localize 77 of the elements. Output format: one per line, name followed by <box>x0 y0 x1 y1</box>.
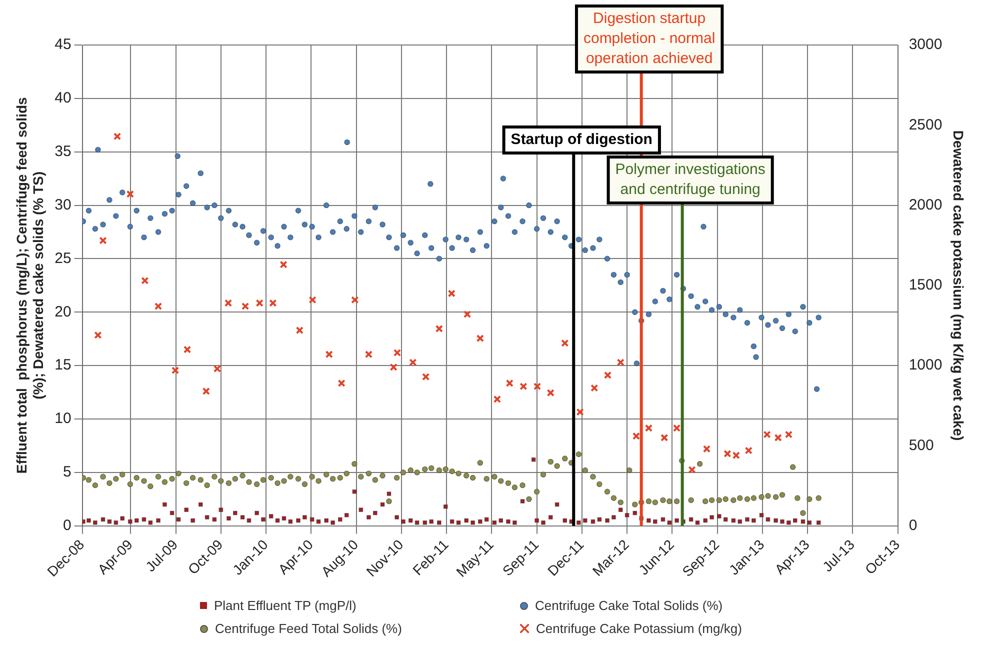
point <box>660 434 668 442</box>
point <box>520 382 528 390</box>
point <box>99 236 107 244</box>
y2-tick-label: 1000 <box>908 356 942 374</box>
y-axis-title: Effluent total phosphorus (mg/L); Centrifuge feed solids (%); Dewatered cake solids (% TS) <box>13 96 46 474</box>
y2-tick-label: 500 <box>908 436 934 454</box>
point <box>202 387 210 396</box>
point <box>113 132 122 140</box>
point <box>308 296 316 304</box>
point <box>506 379 514 388</box>
point <box>94 331 102 339</box>
point <box>435 324 443 333</box>
point <box>325 350 333 358</box>
y2-axis-title: Dewatered cake potassium (mg K/kg wet cake) <box>950 130 967 441</box>
point <box>256 299 264 307</box>
point <box>546 388 554 397</box>
point <box>141 276 149 284</box>
legend-label: Centrifuge Feed Total Solids (%) <box>215 621 402 636</box>
point <box>241 302 250 310</box>
y2-tick-label: 3000 <box>908 36 942 54</box>
y-tick-label: 35 <box>54 142 72 160</box>
ref-line-label: Startup of digestion <box>510 131 652 148</box>
point <box>351 296 359 304</box>
y-tick-label: 20 <box>54 303 72 320</box>
y2-tick-label: 2000 <box>908 196 942 214</box>
point <box>533 382 542 390</box>
y-tick-label: 0 <box>62 516 72 534</box>
legend-label: Plant Effluent TP (mgP/l) <box>214 598 356 613</box>
y2-tick-label: 2500 <box>908 116 942 134</box>
point <box>409 358 417 366</box>
point <box>171 366 180 374</box>
point <box>422 372 430 381</box>
point <box>561 339 569 347</box>
point <box>476 334 484 342</box>
point <box>183 346 192 354</box>
point <box>732 451 740 460</box>
point <box>213 364 222 373</box>
point <box>702 445 711 453</box>
point <box>296 326 304 334</box>
point <box>688 466 696 474</box>
point <box>154 302 162 310</box>
point <box>576 408 584 416</box>
y-tick-label: 5 <box>62 464 72 481</box>
point <box>744 446 752 454</box>
y-tick-label: 45 <box>54 36 72 54</box>
ref-line-label: Polymer investigations and centrifuge tuning <box>615 161 766 198</box>
point <box>224 299 232 307</box>
point <box>280 260 288 268</box>
y2-tick-label: 0 <box>908 516 918 534</box>
point <box>338 379 346 388</box>
point <box>390 363 398 371</box>
point <box>590 384 598 392</box>
point <box>632 432 640 440</box>
point <box>644 424 653 432</box>
y-tick-label: 15 <box>54 356 72 374</box>
point <box>126 190 134 198</box>
point <box>364 350 373 358</box>
point <box>784 430 793 438</box>
y-tick-label: 30 <box>54 196 72 214</box>
point <box>493 395 502 404</box>
point <box>463 310 472 318</box>
y-tick-label: 25 <box>54 250 72 267</box>
point <box>448 290 456 298</box>
point <box>269 299 277 307</box>
legend-label: Centrifuge Cake Potassium (mg/kg) <box>536 621 742 636</box>
legend-label: Centrifuge Cake Total Solids (%) <box>535 598 723 613</box>
point <box>774 434 782 442</box>
point <box>393 348 402 357</box>
y-tick-label: 40 <box>54 90 72 107</box>
ref-line-label: Digestion startup completion - normal operation achieved <box>583 10 716 68</box>
point <box>604 371 612 380</box>
point <box>763 430 771 438</box>
point <box>672 424 681 432</box>
y-tick-label: 10 <box>54 410 72 428</box>
point <box>724 450 732 458</box>
point <box>616 358 624 366</box>
y2-tick-label: 1500 <box>908 276 942 294</box>
